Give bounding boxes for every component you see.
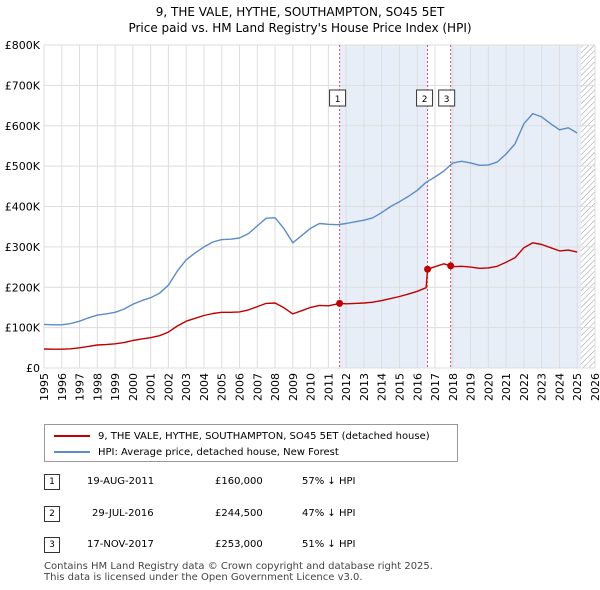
chart-title: 9, THE VALE, HYTHE, SOUTHAMPTON, SO45 5E…: [155, 5, 445, 19]
x-tick-label: 1997: [74, 373, 87, 401]
x-tick-label: 2020: [482, 373, 495, 401]
x-tick-label: 2016: [411, 373, 424, 401]
x-tick-label: 2008: [269, 373, 282, 401]
sale-row: 1 19-AUG-2011 £160,000 57% ↓ HPI: [44, 472, 424, 492]
y-tick-label: £800K: [5, 39, 41, 52]
x-tick-label: 2003: [180, 373, 193, 401]
sale-number-box-frame: [329, 89, 347, 107]
x-tick-label: 2026: [589, 373, 600, 401]
footer: Contains HM Land Registry data © Crown c…: [44, 561, 433, 583]
y-tick-label: £200K: [5, 281, 41, 294]
y-tick-label: £600K: [5, 120, 41, 133]
sale-marker-dot: [336, 299, 344, 307]
sale-number-box: 1: [329, 89, 347, 107]
sale-markers: [336, 262, 455, 307]
legend-label-hpi: HPI: Average price, detached house, New …: [98, 446, 339, 458]
x-tick-label: 1999: [109, 373, 122, 401]
x-tick-label: 1998: [91, 373, 104, 401]
y-tick-label: £700K: [5, 79, 41, 92]
x-tick-label: 2017: [429, 373, 442, 401]
sale-number: 2: [44, 506, 60, 522]
y-tick-label: £300K: [5, 241, 41, 254]
x-tick-label: 2021: [500, 373, 513, 401]
x-tick-label: 2024: [553, 373, 566, 401]
legend-item-price: 9, THE VALE, HYTHE, SOUTHAMPTON, SO45 5E…: [45, 428, 430, 444]
chart-subtitle: Price paid vs. HM Land Registry's House …: [128, 21, 472, 35]
x-tick-label: 2006: [234, 373, 247, 401]
sale-hpi-diff: 57% ↓ HPI: [302, 476, 356, 487]
x-tick-label: 1995: [38, 373, 51, 401]
sale-price: £253,000: [215, 539, 263, 550]
x-tick-label: 2009: [287, 373, 300, 401]
sale-number-box-frame: [438, 89, 456, 107]
x-tick-label: 2001: [145, 373, 158, 401]
x-tick-label: 2025: [571, 373, 584, 401]
legend: 9, THE VALE, HYTHE, SOUTHAMPTON, SO45 5E…: [44, 424, 458, 462]
sale-row: 3 17-NOV-2017 £253,000 51% ↓ HPI: [44, 535, 424, 555]
x-tick-label: 2011: [322, 373, 335, 401]
sale-hpi-diff: 47% ↓ HPI: [302, 508, 356, 519]
legend-label-price: 9, THE VALE, HYTHE, SOUTHAMPTON, SO45 5E…: [98, 430, 430, 442]
sale-number-box-label: 1: [335, 95, 341, 105]
x-tick-label: 2000: [127, 373, 140, 401]
x-tick-label: 2018: [447, 373, 460, 401]
legend-swatch-hpi: [54, 451, 90, 453]
x-axis-ticks: 1995 1996 1997 1998 1999 2000 2001 2002 2003 2004…: [38, 373, 600, 401]
hpi-line: [43, 112, 578, 326]
gridlines: [43, 44, 596, 369]
sale-number: 3: [44, 537, 60, 553]
sale-number-box: 3: [438, 89, 456, 107]
sale-row: 2 29-JUL-2016 £244,500 47% ↓ HPI: [44, 504, 424, 524]
x-tick-label: 2012: [340, 373, 353, 401]
y-tick-label: £100K: [5, 322, 41, 335]
sale-price: £160,000: [215, 476, 263, 487]
chart-title-block: 9, THE VALE, HYTHE, SOUTHAMPTON, SO45 5E…: [0, 4, 600, 36]
sale-date: 29-JUL-2016: [92, 508, 154, 519]
x-tick-label: 2013: [358, 373, 371, 401]
x-tick-label: 2002: [162, 373, 175, 401]
x-tick-label: 2010: [305, 373, 318, 401]
series-lines: [43, 112, 578, 350]
sale-number-box-label: 2: [422, 95, 428, 105]
x-tick-label: 2022: [518, 373, 531, 401]
x-tick-label: 2015: [393, 373, 406, 401]
sale-number-box-label: 3: [444, 95, 450, 105]
legend-swatch-price: [54, 435, 90, 437]
sale-number-boxes: 1 2 3: [329, 89, 456, 107]
x-tick-label: 2019: [465, 373, 478, 401]
legend-item-hpi: HPI: Average price, detached house, New …: [45, 444, 339, 460]
x-tick-label: 1996: [56, 373, 69, 401]
x-tick-label: 2005: [216, 373, 229, 401]
x-tick-label: 2023: [536, 373, 549, 401]
sale-number: 1: [44, 474, 60, 490]
footer-licence: This data is licensed under the Open Gov…: [44, 572, 363, 583]
x-tick-label: 2014: [376, 373, 389, 401]
price-chart: 1 2 3 1995 1996 1997 1998 1999 2000 2001 2002 2003…: [5, 39, 600, 401]
y-axis-ticks: £0 £100K £200K £300K £400K £500K £600K £700K £80…: [5, 39, 41, 375]
sale-number-box: 2: [416, 89, 434, 107]
sale-date: 17-NOV-2017: [87, 539, 154, 550]
sale-number-box-frame: [416, 89, 434, 107]
sale-hpi-diff: 51% ↓ HPI: [302, 539, 356, 550]
sale-marker-dot: [447, 262, 455, 270]
sale-date: 19-AUG-2011: [87, 476, 155, 487]
y-tick-label: £0: [26, 362, 40, 375]
x-tick-label: 2004: [198, 373, 211, 401]
footer-copyright: Contains HM Land Registry data © Crown c…: [44, 561, 433, 572]
price-paid-line: [43, 242, 578, 350]
sale-marker-dot: [424, 265, 432, 273]
y-tick-label: £500K: [5, 160, 41, 173]
sale-price: £244,500: [215, 508, 263, 519]
y-tick-label: £400K: [5, 201, 41, 214]
x-tick-label: 2007: [251, 373, 264, 401]
